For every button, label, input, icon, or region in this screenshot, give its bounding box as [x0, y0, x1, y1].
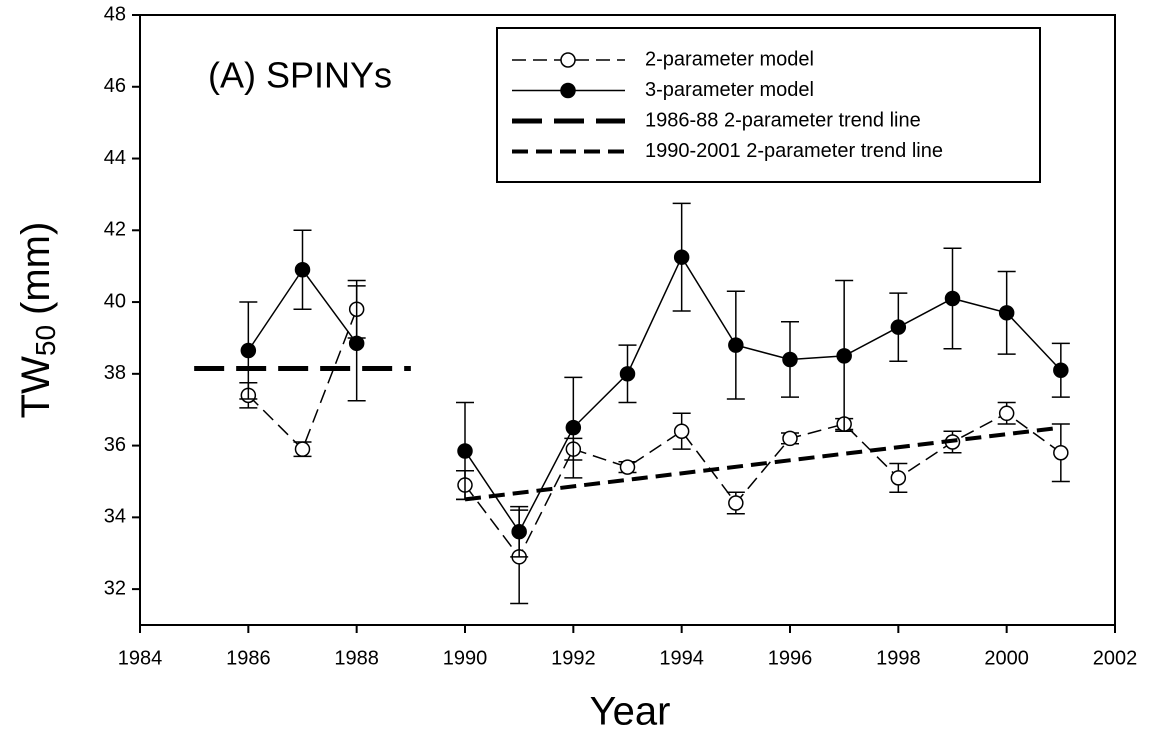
plot-frame	[139, 14, 1116, 626]
point	[890, 319, 907, 335]
x-tick-label: 2002	[1093, 647, 1138, 669]
point	[1053, 445, 1069, 461]
point	[728, 337, 744, 353]
point	[998, 405, 1015, 422]
series-line	[247, 308, 358, 451]
point	[782, 430, 798, 447]
point	[619, 366, 636, 382]
series-line	[464, 425, 1062, 502]
point	[998, 305, 1015, 321]
y-axis-label: TW50 (mm)	[14, 222, 62, 419]
y-tick-label: 46	[104, 75, 126, 97]
point	[782, 351, 798, 368]
y-tick-label: 34	[104, 506, 126, 528]
point	[836, 348, 852, 364]
point	[348, 335, 365, 352]
y-label-subscript: 50	[30, 325, 61, 356]
point	[619, 459, 636, 475]
legend-label: 2-parameter model	[645, 48, 814, 70]
y-tick-label: 40	[104, 290, 126, 312]
y-tick-label: 32	[104, 577, 126, 599]
x-tick-label: 1986	[226, 647, 271, 669]
point	[240, 342, 257, 359]
legend-label: 1990-2001 2-parameter trend line	[645, 140, 943, 162]
y-tick-label: 44	[104, 147, 126, 169]
point	[673, 423, 690, 439]
x-tick-label: 1988	[334, 647, 379, 669]
point	[457, 443, 473, 459]
point	[1053, 362, 1069, 378]
chart-title: (A) SPINYs	[208, 55, 392, 96]
y-label-text: TW	[14, 356, 58, 418]
point	[890, 470, 907, 486]
y-tick-label: 36	[104, 434, 126, 456]
x-tick-label: 1998	[876, 647, 921, 669]
series-line	[464, 255, 1062, 534]
point	[511, 523, 527, 540]
x-tick-label: 1990	[443, 647, 488, 669]
legend-label: 1986-88 2-parameter trend line	[645, 109, 921, 131]
point	[294, 262, 311, 278]
series-line	[464, 412, 1062, 559]
point	[673, 249, 690, 265]
point	[728, 495, 744, 511]
y-label-unit: (mm)	[14, 222, 58, 315]
y-tick-label: 38	[104, 362, 126, 384]
x-tick-label: 1994	[659, 647, 704, 669]
y-tick-label: 48	[104, 3, 126, 25]
legend-marker	[560, 52, 576, 68]
x-axis-label: Year	[590, 690, 671, 734]
x-tick-label: 1984	[118, 647, 163, 669]
x-tick-label: 1996	[768, 647, 813, 669]
point	[944, 290, 961, 307]
x-tick-label: 1992	[551, 647, 596, 669]
point	[565, 419, 582, 436]
x-tick-label: 2000	[984, 647, 1029, 669]
point	[294, 441, 311, 457]
legend-box	[496, 27, 1041, 183]
legend-marker	[560, 82, 576, 99]
y-tick-label: 42	[104, 219, 126, 241]
legend-label: 3-parameter model	[645, 79, 814, 101]
